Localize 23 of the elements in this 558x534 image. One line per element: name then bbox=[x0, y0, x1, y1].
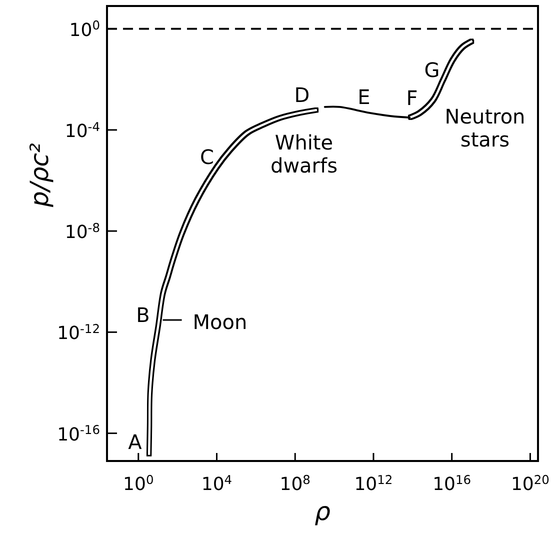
annotation: C bbox=[200, 145, 214, 169]
x-axis-title: ρ bbox=[314, 497, 331, 526]
annotation: D bbox=[294, 83, 310, 107]
annotation: Moon bbox=[192, 310, 248, 334]
annotation: F bbox=[406, 86, 418, 110]
annotation: E bbox=[358, 85, 370, 109]
annotation: B bbox=[136, 303, 150, 327]
y-tick-label: 10$^{-16}$ bbox=[57, 423, 100, 446]
y-axis-title: p/ρc² bbox=[25, 143, 54, 208]
x-tick-label: 10$^{0}$ bbox=[123, 472, 154, 495]
annotation: White dwarfs bbox=[270, 130, 338, 178]
x-tick-label: 10$^{12}$ bbox=[354, 472, 393, 495]
annotation: G bbox=[424, 58, 440, 82]
y-tick-label: 10$^{-4}$ bbox=[64, 120, 100, 142]
x-tick-label: 10$^{20}$ bbox=[510, 472, 550, 495]
y-tick-label: 10$^{0}$ bbox=[69, 18, 100, 41]
y-tick-label: 10$^{-12}$ bbox=[57, 322, 100, 344]
x-tick-label: 10$^{16}$ bbox=[432, 472, 472, 495]
x-tick-label: 10$^{8}$ bbox=[280, 472, 310, 495]
annotation: A bbox=[128, 430, 142, 454]
annotation: Neutron stars bbox=[444, 104, 526, 152]
y-tick-label: 10$^{-8}$ bbox=[64, 220, 100, 244]
x-tick-label: 10$^{4}$ bbox=[201, 472, 232, 495]
